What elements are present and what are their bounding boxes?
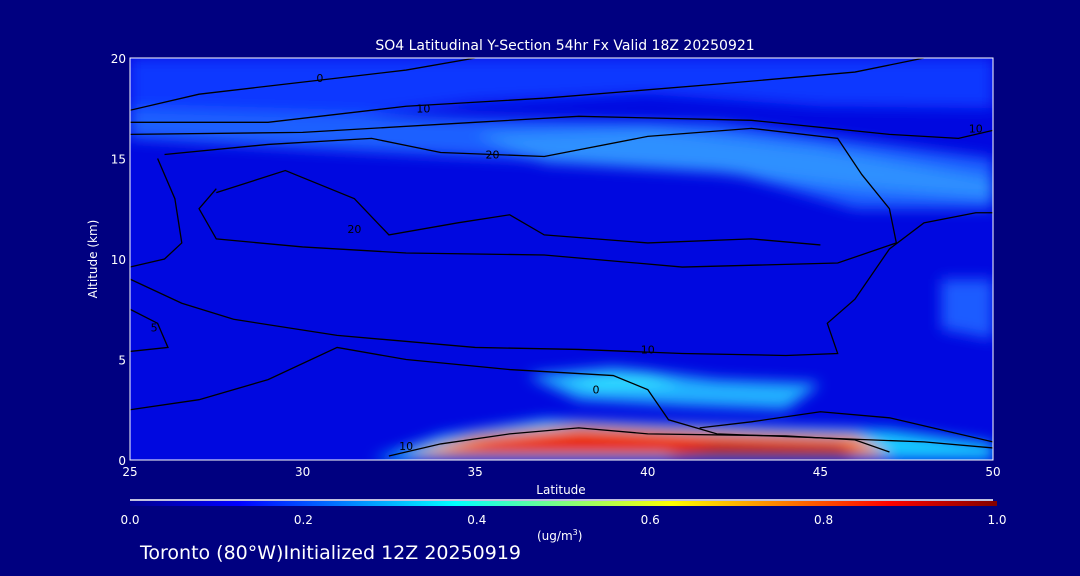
concentration-region-9 (665, 445, 855, 458)
contour-line-2 (130, 115, 993, 140)
contour-label: 0 (593, 384, 600, 397)
colorbar-tick-label: 0.2 (294, 513, 313, 527)
colorbar-tick-label: 0.6 (641, 513, 660, 527)
colorbar-tick-label: 0.8 (814, 513, 833, 527)
contour-line-10 (388, 427, 890, 457)
concentration-region-2 (475, 128, 993, 199)
chart-title: SO4 Latitudinal Y-Section 54hr Fx Valid … (375, 38, 754, 54)
contour-line-3 (164, 127, 898, 268)
x-axis-label: Latitude (536, 483, 585, 497)
x-tick-label: 35 (468, 465, 483, 479)
contour-line-7 (130, 308, 169, 353)
colorbar-tick-label: 0.0 (120, 513, 139, 527)
contour-line-5 (130, 212, 993, 357)
x-tick-label: 50 (985, 465, 1000, 479)
x-tick-label: 30 (295, 465, 310, 479)
contour-label: 0 (316, 72, 323, 85)
contour-line-1 (130, 58, 925, 123)
colorbar-unit-label: (ug/m3) (537, 528, 582, 543)
x-tick-label: 25 (122, 465, 137, 479)
contour-label: 10 (641, 343, 655, 356)
contour-label: 5 (151, 321, 158, 334)
plot-frame (129, 57, 994, 461)
y-tick-label: 15 (111, 153, 126, 167)
x-tick-label: 40 (640, 465, 655, 479)
x-tick-label: 45 (813, 465, 828, 479)
colorbar-tick-label: 0.4 (467, 513, 486, 527)
contour-line-4 (216, 169, 821, 246)
concentration-region-3 (941, 279, 993, 340)
contour-line-0 (130, 58, 476, 111)
contour-label: 20 (347, 223, 361, 236)
y-tick-label: 20 (111, 52, 126, 66)
contour-label: 10 (399, 440, 413, 453)
footer-init-text: Toronto (80°W)Initialized 12Z 20250919 (140, 542, 522, 564)
colorbar (130, 501, 997, 506)
contour-label: 20 (485, 148, 499, 161)
contour-line-6 (130, 158, 183, 268)
contour-label: 10 (969, 122, 983, 135)
y-axis-label: Altitude (km) (86, 220, 100, 299)
y-tick-label: 5 (118, 354, 126, 368)
concentration-region-5 (561, 373, 683, 390)
contour-label: 10 (416, 102, 430, 115)
concentration-region-0 (130, 58, 993, 139)
colorbar-tick-label: 1.0 (987, 513, 1006, 527)
y-tick-label: 10 (111, 253, 126, 267)
y-tick-label: 0 (118, 454, 126, 468)
contour-line-9 (699, 411, 993, 443)
